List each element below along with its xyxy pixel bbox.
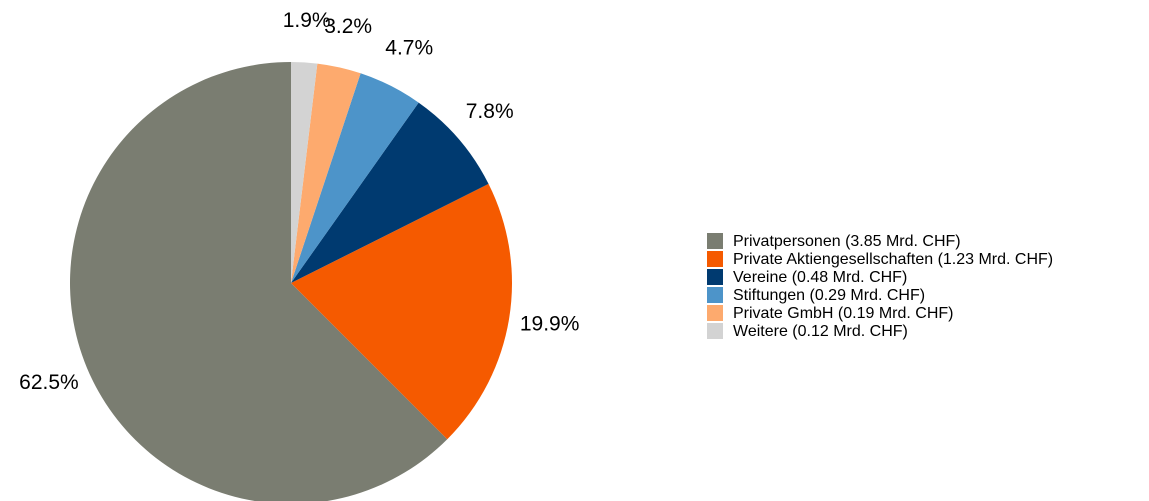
pie-slice [291,62,318,283]
legend-label: Stiftungen (0.29 Mrd. CHF) [733,287,925,304]
pie-slice [70,62,448,501]
legend-swatch [707,269,723,285]
legend: Privatpersonen (3.85 Mrd. CHF)Private Ak… [707,233,1053,340]
slice-label: 19.9% [520,312,580,335]
pie-slice [291,73,419,283]
legend-swatch [707,323,723,339]
pie-slice [291,102,489,284]
slice-label: 1.9% [283,9,331,32]
legend-swatch [707,233,723,249]
pie-slice [291,63,361,284]
legend-swatch [707,251,723,267]
legend-label: Privatpersonen (3.85 Mrd. CHF) [733,233,961,250]
legend-swatch [707,305,723,321]
legend-label: Vereine (0.48 Mrd. CHF) [733,269,907,286]
legend-label: Private Aktiengesellschaften (1.23 Mrd. … [733,251,1053,268]
legend-swatch [707,287,723,303]
slice-label: 3.2% [324,15,372,38]
slice-label: 7.8% [466,100,514,123]
legend-label: Weitere (0.12 Mrd. CHF) [733,323,908,340]
legend-label: Private GmbH (0.19 Mrd. CHF) [733,305,953,322]
slice-label: 62.5% [19,371,79,394]
pie-slice [291,183,512,440]
slice-label: 4.7% [385,37,433,60]
